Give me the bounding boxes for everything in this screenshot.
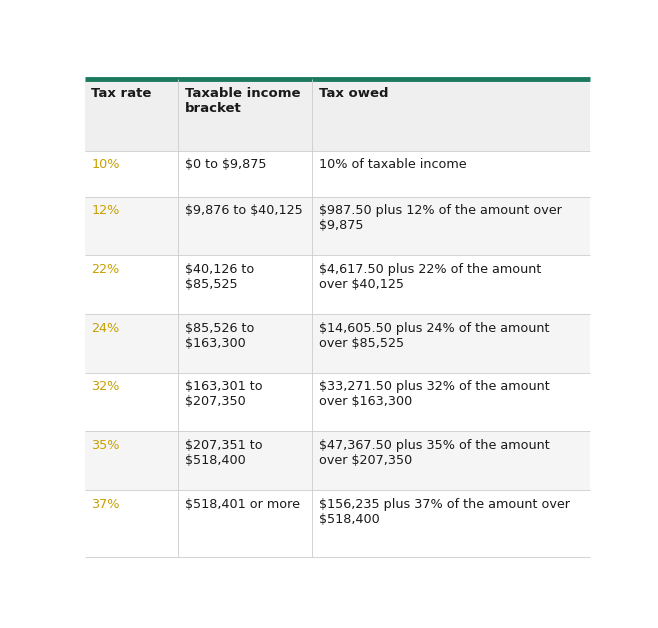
Text: $987.50 plus 12% of the amount over
$9,875: $987.50 plus 12% of the amount over $9,8… — [318, 204, 561, 232]
Text: 10% of taxable income: 10% of taxable income — [318, 158, 467, 171]
Bar — [312, 431, 590, 490]
Bar — [312, 256, 590, 314]
Text: 22%: 22% — [91, 263, 120, 276]
Text: 32%: 32% — [91, 381, 120, 394]
Text: $40,126 to
$85,525: $40,126 to $85,525 — [185, 263, 254, 291]
Text: 10%: 10% — [91, 158, 120, 171]
Bar — [178, 151, 312, 197]
Text: 24%: 24% — [91, 322, 120, 335]
Text: $85,526 to
$163,300: $85,526 to $163,300 — [185, 322, 254, 350]
Bar — [312, 490, 590, 556]
Bar — [85, 373, 178, 431]
Text: $156,235 plus 37% of the amount over
$518,400: $156,235 plus 37% of the amount over $51… — [318, 498, 570, 526]
Bar — [178, 431, 312, 490]
Text: $9,876 to $40,125: $9,876 to $40,125 — [185, 204, 303, 217]
Bar — [312, 79, 590, 151]
Text: $33,271.50 plus 32% of the amount
over $163,300: $33,271.50 plus 32% of the amount over $… — [318, 381, 549, 408]
Bar — [178, 256, 312, 314]
Bar — [312, 197, 590, 256]
Bar — [178, 490, 312, 556]
Bar — [85, 256, 178, 314]
Text: $0 to $9,875: $0 to $9,875 — [185, 158, 266, 171]
Text: 37%: 37% — [91, 498, 120, 511]
Bar — [178, 314, 312, 373]
Bar — [85, 431, 178, 490]
Bar — [85, 151, 178, 197]
Text: $4,617.50 plus 22% of the amount
over $40,125: $4,617.50 plus 22% of the amount over $4… — [318, 263, 541, 291]
Bar — [312, 151, 590, 197]
Text: $47,367.50 plus 35% of the amount
over $207,350: $47,367.50 plus 35% of the amount over $… — [318, 439, 549, 467]
Text: $518,401 or more: $518,401 or more — [185, 498, 300, 511]
Bar — [178, 79, 312, 151]
Bar — [312, 314, 590, 373]
Bar — [85, 490, 178, 556]
Text: Taxable income
bracket: Taxable income bracket — [185, 87, 300, 115]
Bar — [312, 373, 590, 431]
Bar — [85, 197, 178, 256]
Bar — [85, 314, 178, 373]
Text: Tax owed: Tax owed — [318, 87, 388, 100]
Text: $14,605.50 plus 24% of the amount
over $85,525: $14,605.50 plus 24% of the amount over $… — [318, 322, 549, 350]
Bar — [85, 79, 178, 151]
Bar — [178, 373, 312, 431]
Text: 35%: 35% — [91, 439, 120, 452]
Bar — [178, 197, 312, 256]
Text: $163,301 to
$207,350: $163,301 to $207,350 — [185, 381, 263, 408]
Text: $207,351 to
$518,400: $207,351 to $518,400 — [185, 439, 263, 467]
Text: Tax rate: Tax rate — [91, 87, 152, 100]
Text: 12%: 12% — [91, 204, 120, 217]
